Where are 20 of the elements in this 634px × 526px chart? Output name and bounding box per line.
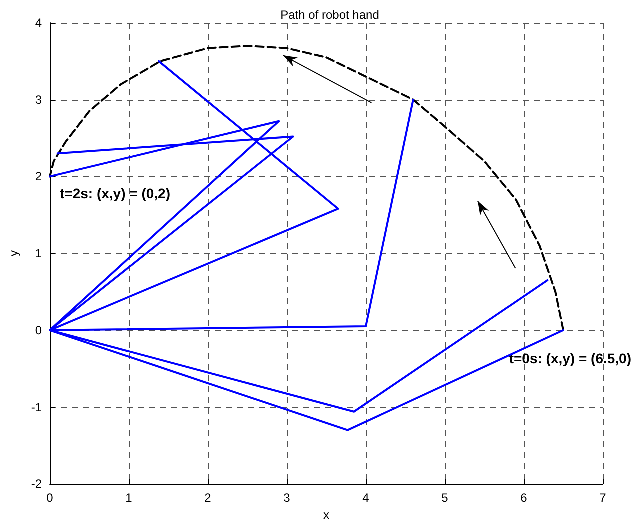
y-tick-label: 1 bbox=[35, 246, 42, 261]
annotation: t=2s: (x,y) = (0,2) bbox=[60, 186, 170, 202]
y-tick-label: 4 bbox=[35, 16, 42, 30]
y-tick-label: 3 bbox=[35, 92, 42, 107]
y-tick-label: -2 bbox=[31, 477, 42, 492]
x-axis-title: x bbox=[324, 508, 330, 522]
x-tick-label: 3 bbox=[284, 491, 291, 506]
x-tick-label: 4 bbox=[362, 491, 370, 506]
y-tick-label: 2 bbox=[35, 170, 42, 184]
x-tick-label: 2 bbox=[204, 491, 212, 506]
x-tick-label: 1 bbox=[126, 491, 133, 506]
x-tick-label: 0 bbox=[46, 491, 54, 506]
y-tick-label: -1 bbox=[31, 400, 42, 414]
x-tick-label: 5 bbox=[442, 491, 449, 506]
x-tick-label: 6 bbox=[520, 491, 528, 506]
y-tick-label: 0 bbox=[35, 323, 42, 338]
annotation: t=0s: (x,y) = (6.5,0) bbox=[509, 350, 632, 366]
x-tick-label: 7 bbox=[600, 491, 607, 506]
y-axis-title: y bbox=[7, 250, 21, 257]
chart-title: Path of robot hand bbox=[280, 8, 380, 22]
